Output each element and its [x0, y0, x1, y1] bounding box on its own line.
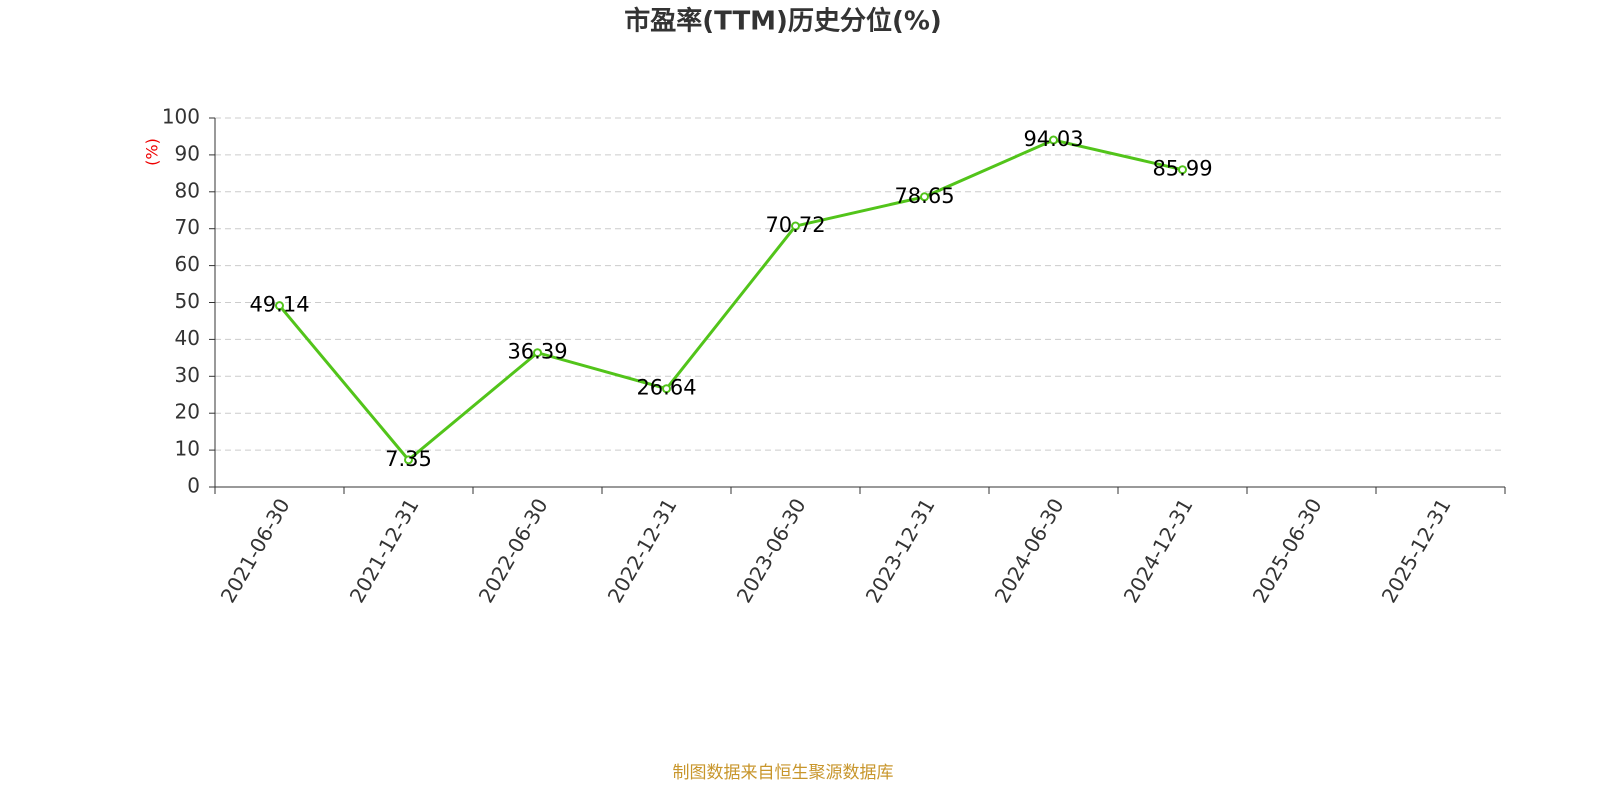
data-label: 36.39 — [507, 340, 567, 364]
x-tick-label: 2025-12-31 — [1377, 494, 1456, 607]
x-tick-label: 2022-06-30 — [474, 494, 553, 607]
footer: 制图数据来自恒生聚源数据库 — [673, 763, 894, 783]
point — [662, 384, 671, 394]
data-label: 78.65 — [894, 184, 954, 208]
y-tick-label: 90 — [175, 141, 200, 165]
point — [533, 348, 542, 358]
y-tick-label: 30 — [175, 363, 200, 387]
x-tick-label: 2023-12-31 — [861, 494, 940, 607]
x-tick-label: 2022-12-31 — [603, 494, 682, 607]
y-tick-label: 70 — [175, 215, 200, 239]
y-tick-label: 50 — [175, 289, 200, 313]
y-axis-label: (%) — [143, 138, 162, 166]
data-label: 94.03 — [1023, 127, 1083, 151]
x-tick-label: 2023-06-30 — [732, 494, 811, 607]
data-label: 49.14 — [249, 293, 309, 317]
data-label: 70.72 — [765, 213, 825, 237]
data-label: 26.64 — [636, 376, 696, 400]
point — [404, 455, 413, 465]
y-tick-label: 80 — [175, 178, 200, 202]
point — [275, 301, 284, 311]
x-tick-label: 2021-06-30 — [216, 494, 295, 607]
x-tick-label: 2024-12-31 — [1119, 494, 1198, 607]
x-tick-label: 2025-06-30 — [1248, 494, 1327, 607]
point — [1049, 135, 1058, 145]
y-tick-label: 60 — [175, 252, 200, 276]
point — [791, 221, 800, 231]
y-tick-label: 40 — [175, 326, 200, 350]
point — [920, 192, 929, 202]
y-tick-label: 20 — [175, 400, 200, 424]
data-label: 7.35 — [385, 447, 432, 471]
y-tick-label: 0 — [187, 474, 200, 498]
y-tick-label: 10 — [175, 437, 200, 461]
data-label: 85.99 — [1152, 157, 1212, 181]
y-tick-label: 100 — [162, 105, 200, 129]
point — [1178, 165, 1187, 175]
x-tick-label: 2021-12-31 — [345, 494, 424, 607]
x-tick-label: 2024-06-30 — [990, 494, 1069, 607]
chart-title: 市盈率(TTM)历史分位(%) — [624, 6, 942, 37]
line — [278, 138, 1183, 462]
